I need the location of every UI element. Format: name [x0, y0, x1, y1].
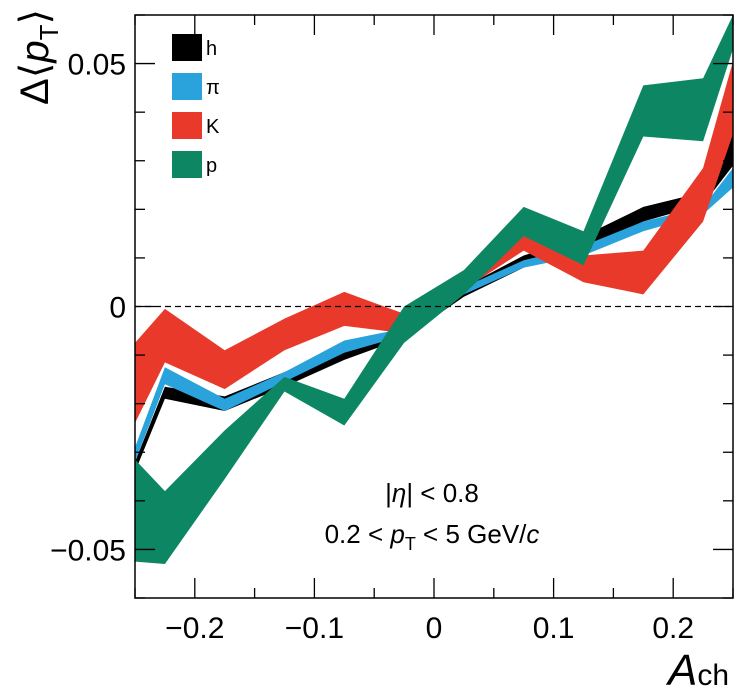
annotation-eta: |η| < 0.8 — [385, 478, 479, 508]
uncertainty-bands — [135, 15, 733, 564]
axis-ticks — [134, 14, 734, 599]
x-axis-title: Ach — [665, 646, 729, 695]
x-tick-label: 0 — [426, 612, 443, 645]
legend-label: p — [206, 155, 217, 177]
band-p — [135, 15, 733, 564]
annotation-pt: 0.2 < pT < 5 GeV/c — [325, 519, 540, 554]
x-tick-label: −0.1 — [285, 612, 344, 645]
legend-swatch — [172, 34, 202, 61]
x-tick-label: 0.1 — [533, 612, 575, 645]
y-tick-label: 0.05 — [68, 49, 126, 82]
y-tick-label: −0.05 — [50, 534, 126, 567]
legend-swatch — [172, 151, 202, 178]
y-tick-labels: −0.05 0 0.05 — [50, 49, 126, 568]
x-tick-label: 0.2 — [652, 612, 694, 645]
legend-swatch — [172, 112, 202, 139]
legend-label: K — [206, 116, 220, 138]
band-k — [135, 61, 733, 424]
legend-label: h — [206, 38, 217, 60]
y-axis-title: Δ⟨pT⟩ — [13, 9, 64, 105]
y-tick-label: 0 — [109, 292, 126, 325]
x-tick-labels: −0.2 −0.1 0 0.1 0.2 — [165, 612, 694, 645]
legend-label: π — [206, 77, 220, 99]
x-tick-label: −0.2 — [165, 612, 224, 645]
legend-swatch — [172, 73, 202, 100]
